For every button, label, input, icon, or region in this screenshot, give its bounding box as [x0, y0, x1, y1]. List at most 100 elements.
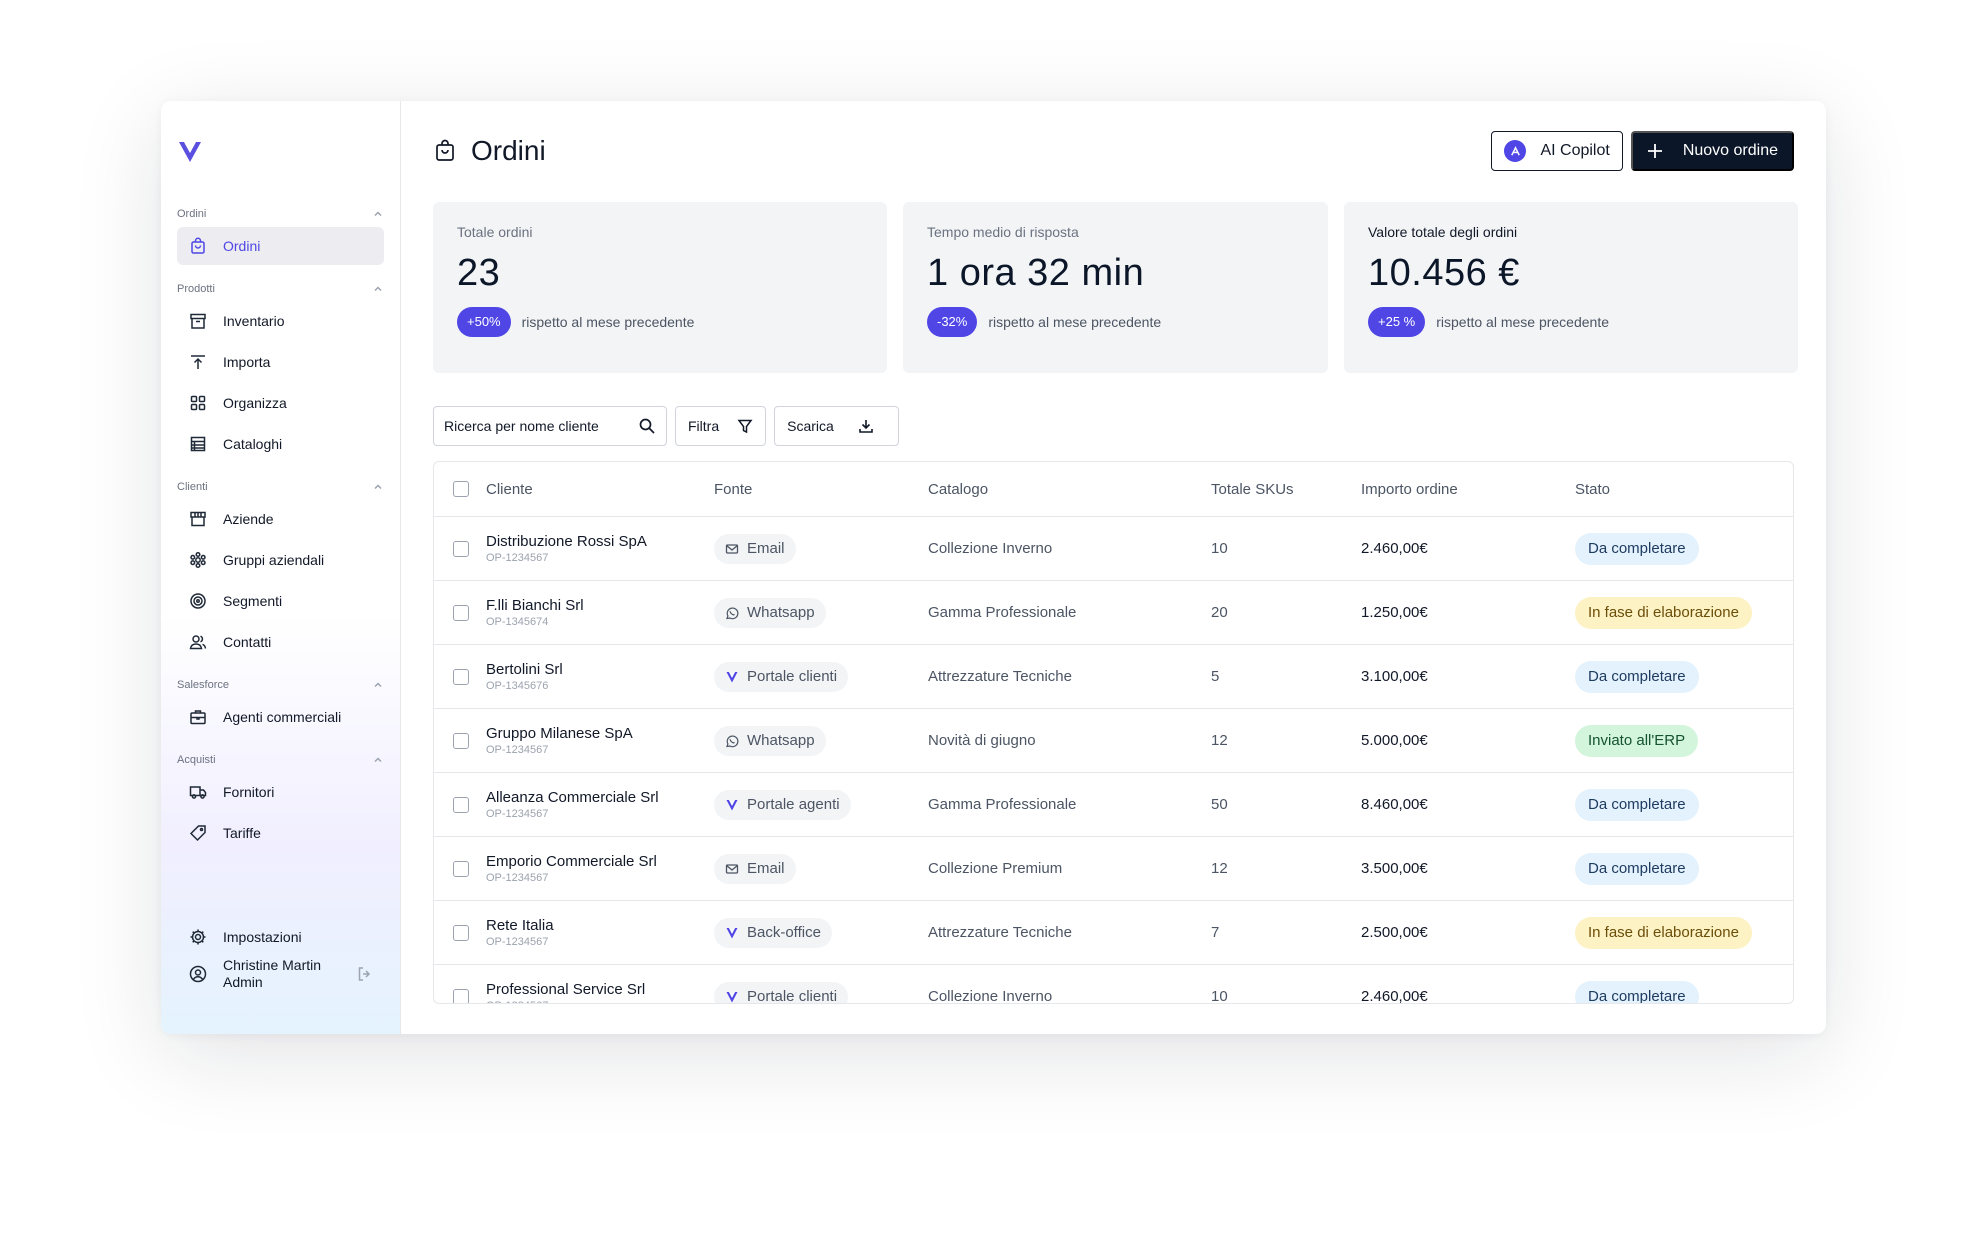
nav-group: Salesforce Agenti commerciali	[177, 672, 384, 736]
client-cell: Alleanza Commerciale Srl OP-1234567	[486, 789, 714, 820]
table-row[interactable]: Bertolini Srl OP-1345676 Portale clienti At…	[434, 645, 1793, 709]
client-name[interactable]: F.lli Bianchi Srl	[486, 597, 584, 614]
client-cell: Distribuzione Rossi SpA OP-1234567	[486, 533, 714, 564]
row-checkbox[interactable]	[453, 668, 469, 685]
chevron-up-icon[interactable]	[372, 208, 384, 220]
catalog-cell: Gamma Professionale	[928, 796, 1077, 813]
sidebar-item-segmenti[interactable]: Segmenti	[177, 582, 384, 620]
source-label: Portale agenti	[747, 796, 840, 813]
client-name[interactable]: Distribuzione Rossi SpA	[486, 533, 647, 550]
source-label: Email	[747, 540, 785, 557]
client-name[interactable]: Professional Service Srl	[486, 981, 646, 998]
client-name[interactable]: Bertolini Srl	[486, 661, 563, 678]
nav-group-header[interactable]: Ordini	[177, 201, 384, 227]
sidebar-item-fornitori[interactable]: Fornitori	[177, 773, 384, 811]
column-header[interactable]: Stato	[1575, 480, 1611, 498]
chevron-up-icon[interactable]	[372, 283, 384, 295]
store-icon	[189, 510, 207, 528]
download-button[interactable]: Scarica	[774, 406, 899, 446]
gear-icon	[189, 928, 207, 946]
table-row[interactable]: Distribuzione Rossi SpA OP-1234567 Email Co…	[434, 517, 1793, 581]
download-label: Scarica	[787, 418, 834, 434]
sidebar-item-gruppi-aziendali[interactable]: Gruppi aziendali	[177, 541, 384, 579]
sidebar-item-organizza[interactable]: Organizza	[177, 384, 384, 422]
plus-icon	[1647, 143, 1663, 159]
amount-cell: 8.460,00€	[1361, 796, 1428, 813]
filter-button[interactable]: Filtra	[675, 406, 767, 446]
row-checkbox[interactable]	[453, 988, 469, 1003]
status-badge: In fase di elaborazione	[1575, 596, 1752, 629]
catalog-cell: Attrezzature Tecniche	[928, 668, 1072, 685]
select-all-checkbox[interactable]	[453, 481, 469, 497]
sidebar-item-contatti[interactable]: Contatti	[177, 623, 384, 661]
nav-group: Acquisti Fornitori Tariffe	[177, 747, 384, 852]
column-header[interactable]: Totale SKUs	[1211, 480, 1294, 498]
row-checkbox[interactable]	[453, 924, 469, 941]
client-name[interactable]: Alleanza Commerciale Srl	[486, 789, 659, 806]
order-code: OP-1345674	[486, 616, 549, 628]
catalog-icon	[189, 435, 207, 453]
source-cell: Portale clienti	[714, 661, 928, 692]
sidebar-item-ordini[interactable]: Ordini	[177, 227, 384, 265]
table-row[interactable]: Rete Italia OP-1234567 Back-office Attrezza…	[434, 901, 1793, 965]
delta-note: rispetto al mese precedente	[988, 314, 1162, 330]
sidebar-item-inventario[interactable]: Inventario	[177, 302, 384, 340]
stat-value: 23	[457, 252, 501, 294]
nav-group-header[interactable]: Clienti	[177, 474, 384, 500]
user-circle-icon	[189, 965, 207, 983]
column-header[interactable]: Importo ordine	[1361, 480, 1458, 498]
settings-link[interactable]: Impostazioni	[177, 921, 384, 953]
sku-cell: 10	[1211, 988, 1228, 1004]
table-row[interactable]: Professional Service Srl OP-1234567 Portal…	[434, 965, 1793, 1004]
filter-label: Filtra	[688, 418, 720, 434]
status-cell: In fase di elaborazione	[1575, 916, 1793, 949]
user-profile[interactable]: Christine Martin Admin	[177, 957, 384, 991]
chevron-up-icon[interactable]	[372, 754, 384, 766]
stat-card-total-orders: Totale ordini 23 +50% rispetto al mese p…	[433, 202, 887, 373]
chevron-up-icon[interactable]	[372, 679, 384, 691]
row-checkbox[interactable]	[453, 604, 469, 621]
stat-value: 1 ora 32 min	[927, 252, 1145, 294]
row-check-cell	[434, 668, 486, 685]
sidebar-item-label: Ordini	[223, 238, 261, 254]
sidebar-item-cataloghi[interactable]: Cataloghi	[177, 425, 384, 463]
nav-group-header[interactable]: Prodotti	[177, 276, 384, 302]
status-badge: Inviato all'ERP	[1575, 724, 1699, 757]
logout-icon[interactable]	[356, 965, 374, 983]
order-code: OP-1234567	[486, 872, 549, 884]
logo-icon[interactable]	[177, 139, 203, 165]
row-checkbox[interactable]	[453, 860, 469, 877]
table-row[interactable]: Emporio Commerciale Srl OP-1234567 Email Co…	[434, 837, 1793, 901]
new-order-button[interactable]: Nuovo ordine	[1630, 131, 1794, 171]
row-checkbox[interactable]	[453, 796, 469, 813]
sidebar-item-label: Agenti commerciali	[223, 709, 342, 725]
chevron-up-icon[interactable]	[372, 481, 384, 493]
row-checkbox[interactable]	[453, 540, 469, 557]
column-header[interactable]: Cliente	[486, 480, 533, 498]
nav-group-header[interactable]: Acquisti	[177, 747, 384, 773]
search-icon[interactable]	[638, 417, 656, 435]
sidebar-item-agenti-commerciali[interactable]: Agenti commerciali	[177, 698, 384, 736]
table-row[interactable]: Gruppo Milanese SpA OP-1234567 Whatsapp Nov…	[434, 709, 1793, 773]
nav-group-title: Salesforce	[177, 679, 229, 691]
client-name[interactable]: Emporio Commerciale Srl	[486, 853, 657, 870]
order-code: OP-1234567	[486, 808, 549, 820]
column-header[interactable]: Fonte	[714, 480, 753, 498]
ai-copilot-button[interactable]: AI Copilot	[1491, 131, 1623, 171]
page-title-text: Ordini	[471, 135, 546, 166]
client-name[interactable]: Gruppo Milanese SpA	[486, 725, 633, 742]
sidebar-item-aziende[interactable]: Aziende	[177, 500, 384, 538]
source-cell: Whatsapp	[714, 725, 928, 756]
client-name[interactable]: Rete Italia	[486, 917, 554, 934]
sidebar-item-label: Gruppi aziendali	[223, 552, 325, 568]
table-row[interactable]: F.lli Bianchi Srl OP-1345674 Whatsapp Gamma…	[434, 581, 1793, 645]
table-row[interactable]: Alleanza Commerciale Srl OP-1234567 Portal…	[434, 773, 1793, 837]
sidebar-item-tariffe[interactable]: Tariffe	[177, 814, 384, 852]
nav-group-header[interactable]: Salesforce	[177, 672, 384, 698]
sidebar-item-importa[interactable]: Importa	[177, 343, 384, 381]
status-cell: Da completare	[1575, 852, 1793, 885]
row-checkbox[interactable]	[453, 732, 469, 749]
search-input[interactable]	[444, 418, 638, 434]
column-header[interactable]: Catalogo	[928, 480, 989, 498]
source-chip: Back-office	[714, 917, 832, 948]
